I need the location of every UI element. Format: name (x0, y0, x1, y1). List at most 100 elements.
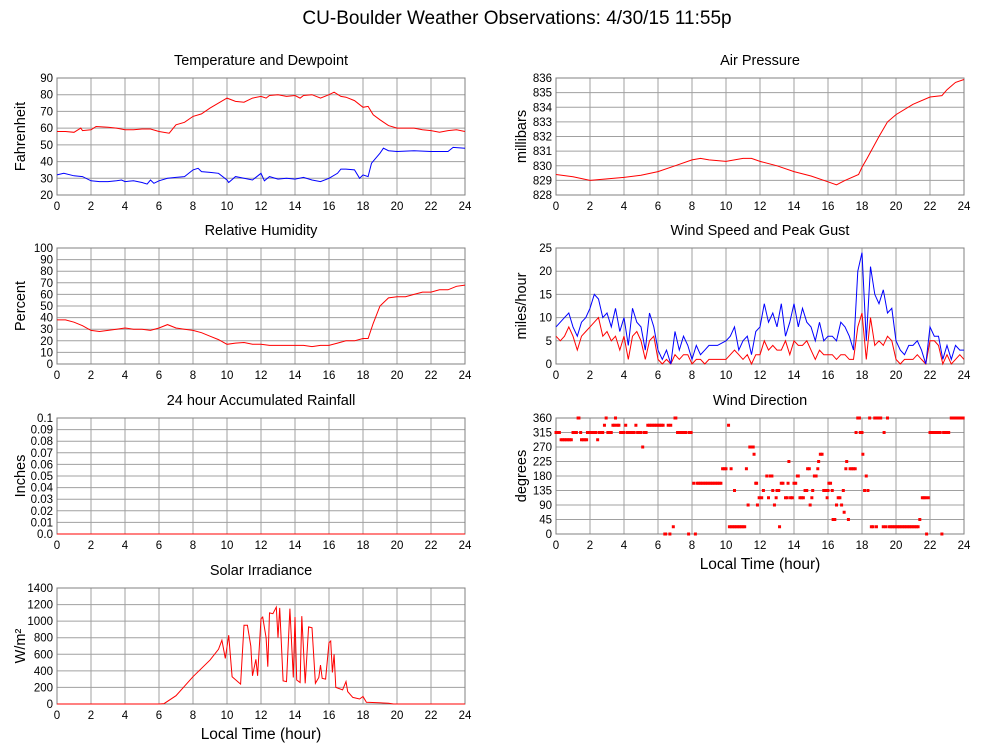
data-point (613, 423, 617, 427)
y-tick-label: 600 (34, 649, 53, 661)
data-point (702, 481, 706, 485)
x-tick-label: 22 (924, 370, 937, 382)
y-tick-label: 835 (533, 88, 552, 100)
data-point (830, 489, 834, 492)
y-tick-label: 0.07 (31, 448, 53, 460)
data-point (693, 532, 697, 536)
data-point (659, 423, 663, 427)
x-tick-label: 4 (122, 370, 129, 382)
data-point (741, 525, 745, 529)
data-point (731, 525, 735, 529)
data-point (869, 525, 873, 529)
x-tick-label: 8 (190, 540, 196, 552)
data-point (863, 489, 867, 492)
data-point (752, 452, 756, 456)
data-point (717, 481, 721, 485)
x-tick-label: 8 (190, 710, 196, 722)
data-point (943, 431, 947, 434)
x-axis-label: Local Time (hour) (700, 556, 821, 573)
data-point (681, 431, 685, 434)
y-tick-label: 834 (533, 102, 553, 114)
y-tick-label: 0.0 (37, 529, 53, 541)
data-point (901, 525, 905, 529)
y-axis-label: Fahrenheit (13, 102, 29, 171)
data-point (786, 481, 790, 485)
plot-frame (555, 77, 965, 196)
data-point (937, 431, 940, 434)
data-point (826, 489, 830, 492)
x-tick-label: 16 (323, 540, 336, 552)
data-point (733, 489, 736, 492)
data-point (860, 431, 864, 434)
data-point (897, 525, 901, 529)
y-tick-label: 60 (40, 123, 53, 135)
y-axis-label: miles/hour (514, 272, 530, 339)
series-line-primary (57, 605, 465, 705)
y-tick-label: 833 (533, 117, 552, 129)
data-point (721, 467, 725, 471)
y-axis-label: Inches (13, 455, 29, 498)
x-tick-label: 14 (788, 540, 801, 552)
x-tick-label: 24 (459, 710, 472, 722)
y-tick-label: 0 (546, 359, 552, 371)
x-tick-label: 12 (255, 370, 268, 382)
data-point (744, 467, 748, 471)
x-tick-label: 18 (357, 201, 370, 213)
data-point (687, 431, 691, 434)
data-point (719, 481, 723, 485)
data-point (914, 525, 918, 529)
data-point (707, 481, 711, 485)
data-point (798, 496, 802, 500)
data-point (574, 431, 578, 434)
data-point (733, 525, 736, 529)
data-point (609, 431, 613, 434)
y-tick-label: 315 (533, 428, 552, 440)
x-tick-label: 18 (357, 710, 370, 722)
x-tick-label: 16 (822, 370, 835, 382)
x-tick-label: 4 (122, 540, 129, 552)
x-tick-label: 2 (587, 370, 593, 382)
x-tick-label: 2 (88, 540, 94, 552)
data-point (933, 431, 937, 434)
data-point (814, 474, 818, 478)
data-point (748, 445, 752, 449)
y-tick-label: 0.09 (31, 425, 53, 437)
y-tick-label: 70 (40, 278, 53, 290)
data-point (727, 423, 731, 427)
data-point (704, 481, 708, 485)
data-point (755, 481, 759, 485)
x-tick-label: 0 (54, 710, 60, 722)
data-point (601, 431, 605, 434)
y-tick-label: 0 (546, 529, 552, 541)
y-tick-label: 0.02 (31, 506, 53, 518)
data-point (894, 525, 898, 529)
y-tick-label: 0.04 (31, 483, 54, 495)
x-tick-label: 6 (655, 370, 661, 382)
data-point (771, 489, 775, 492)
x-tick-label: 16 (822, 201, 835, 213)
data-point (891, 525, 895, 529)
data-point (951, 416, 955, 420)
data-point (579, 431, 583, 434)
y-tick-label: 80 (40, 90, 53, 102)
data-point (599, 431, 603, 434)
y-tick-label: 10 (539, 313, 552, 325)
data-point (642, 431, 646, 434)
data-point (823, 489, 827, 492)
x-tick-label: 2 (587, 540, 593, 552)
data-point (836, 496, 840, 500)
data-point (930, 431, 934, 434)
x-tick-label: 2 (88, 370, 94, 382)
data-point (583, 438, 587, 442)
x-tick-label: 22 (425, 540, 438, 552)
data-point (935, 431, 939, 434)
data-point (781, 481, 785, 485)
y-tick-label: 836 (533, 73, 552, 85)
x-tick-label: 20 (391, 540, 404, 552)
data-point (580, 438, 583, 442)
y-tick-label: 0 (47, 699, 53, 711)
chart-title: Solar Irradiance (210, 563, 312, 579)
data-point (887, 525, 891, 529)
